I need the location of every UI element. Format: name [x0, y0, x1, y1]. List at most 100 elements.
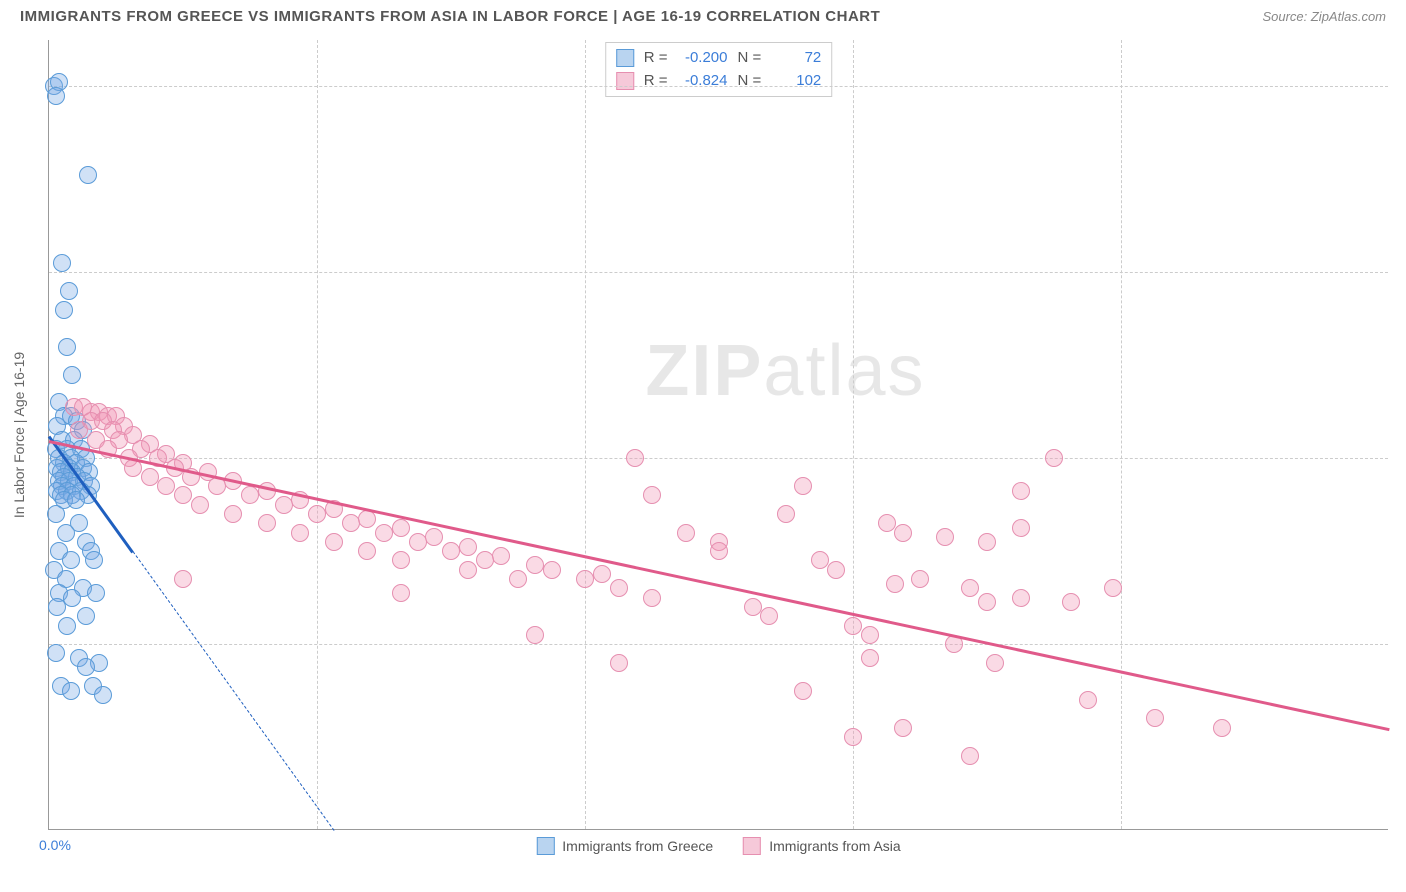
scatter-point	[47, 87, 65, 105]
scatter-point	[375, 524, 393, 542]
scatter-point	[157, 477, 175, 495]
scatter-point	[509, 570, 527, 588]
scatter-point	[325, 533, 343, 551]
scatter-point	[77, 658, 95, 676]
scatter-point	[174, 570, 192, 588]
scatter-point	[760, 607, 778, 625]
scatter-point	[459, 561, 477, 579]
scatter-point	[442, 542, 460, 560]
scatter-point	[67, 491, 85, 509]
scatter-point	[526, 556, 544, 574]
scatter-point	[392, 584, 410, 602]
y-tick-label: 20.0%	[1396, 636, 1406, 652]
scatter-point	[886, 575, 904, 593]
swatch-greece	[616, 49, 634, 67]
scatter-point	[794, 477, 812, 495]
scatter-point	[63, 366, 81, 384]
scatter-point	[191, 496, 209, 514]
scatter-point	[62, 682, 80, 700]
scatter-point	[62, 551, 80, 569]
y-tick-label: 40.0%	[1396, 450, 1406, 466]
scatter-point	[844, 728, 862, 746]
scatter-point	[543, 561, 561, 579]
gridline-vertical	[1121, 40, 1122, 829]
scatter-point	[60, 282, 78, 300]
scatter-point	[861, 649, 879, 667]
scatter-point	[827, 561, 845, 579]
scatter-point	[911, 570, 929, 588]
source-label: Source: ZipAtlas.com	[1262, 9, 1386, 24]
gridline-vertical	[585, 40, 586, 829]
scatter-point	[258, 514, 276, 532]
scatter-point	[141, 468, 159, 486]
scatter-point	[610, 654, 628, 672]
scatter-point	[358, 542, 376, 560]
n-value-asia: 102	[771, 70, 821, 93]
x-axis-min-label: 0.0%	[39, 837, 71, 853]
scatter-point	[77, 607, 95, 625]
scatter-point	[291, 524, 309, 542]
scatter-point	[342, 514, 360, 532]
scatter-point	[593, 565, 611, 583]
scatter-point	[58, 338, 76, 356]
scatter-point	[794, 682, 812, 700]
swatch-greece	[536, 837, 554, 855]
scatter-point	[174, 486, 192, 504]
stat-row-asia: R = -0.824 N = 102	[616, 70, 822, 93]
swatch-asia	[743, 837, 761, 855]
scatter-point	[492, 547, 510, 565]
scatter-point	[87, 584, 105, 602]
scatter-point	[459, 538, 477, 556]
scatter-point	[1012, 519, 1030, 537]
scatter-point	[224, 505, 242, 523]
scatter-point	[643, 486, 661, 504]
scatter-point	[58, 617, 76, 635]
r-label: R =	[644, 47, 668, 70]
scatter-point	[610, 579, 628, 597]
chart-plot-area: In Labor Force | Age 16-19 0.0% 80.0% ZI…	[48, 40, 1388, 830]
scatter-point	[1213, 719, 1231, 737]
legend-label-asia: Immigrants from Asia	[769, 838, 900, 854]
scatter-point	[409, 533, 427, 551]
scatter-point	[710, 542, 728, 560]
scatter-point	[878, 514, 896, 532]
series-legend: Immigrants from Greece Immigrants from A…	[536, 837, 900, 855]
scatter-point	[392, 551, 410, 569]
scatter-point	[744, 598, 762, 616]
scatter-point	[643, 589, 661, 607]
y-tick-label: 60.0%	[1396, 264, 1406, 280]
r-value-greece: -0.200	[678, 47, 728, 70]
scatter-point	[777, 505, 795, 523]
scatter-point	[1104, 579, 1122, 597]
scatter-point	[476, 551, 494, 569]
scatter-point	[94, 686, 112, 704]
scatter-point	[392, 519, 410, 537]
legend-item-asia: Immigrants from Asia	[743, 837, 900, 855]
scatter-point	[677, 524, 695, 542]
r-value-asia: -0.824	[678, 70, 728, 93]
watermark-bold: ZIP	[645, 331, 763, 411]
scatter-point	[1012, 482, 1030, 500]
stat-row-greece: R = -0.200 N = 72	[616, 47, 822, 70]
watermark: ZIPatlas	[645, 330, 925, 412]
scatter-point	[275, 496, 293, 514]
scatter-point	[576, 570, 594, 588]
gridline-vertical	[853, 40, 854, 829]
gridline-vertical	[317, 40, 318, 829]
scatter-point	[57, 524, 75, 542]
scatter-point	[70, 421, 88, 439]
legend-label-greece: Immigrants from Greece	[562, 838, 713, 854]
scatter-point	[811, 551, 829, 569]
scatter-point	[79, 166, 97, 184]
gridline-horizontal	[49, 644, 1388, 645]
scatter-point	[894, 719, 912, 737]
scatter-point	[85, 551, 103, 569]
n-label: N =	[738, 47, 762, 70]
scatter-point	[526, 626, 544, 644]
scatter-point	[978, 593, 996, 611]
scatter-point	[626, 449, 644, 467]
scatter-point	[48, 598, 66, 616]
scatter-point	[1062, 593, 1080, 611]
scatter-point	[844, 617, 862, 635]
scatter-point	[978, 533, 996, 551]
